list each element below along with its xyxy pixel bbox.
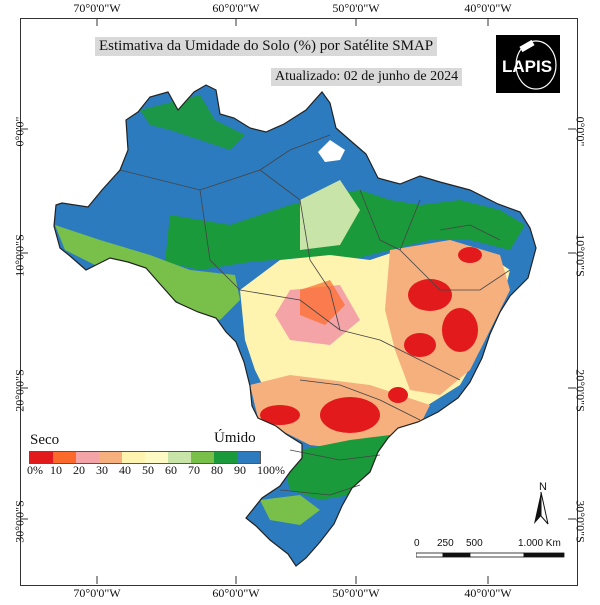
legend-swatch-0 <box>30 452 53 463</box>
lon-tick-top-60w: 60°0'0"W <box>212 1 260 15</box>
zone-lightgreen-south <box>260 495 320 525</box>
legend-swatch-5 <box>145 452 168 463</box>
lon-tick-bottom-50w: 50°0'0"W <box>332 586 380 600</box>
satellite-icon <box>515 39 557 90</box>
scale-label-250: 250 <box>437 538 454 549</box>
legend-wet-label: Úmido <box>214 430 256 446</box>
legend-swatch-2 <box>76 452 99 463</box>
legend-tick-5: 50 <box>142 463 154 477</box>
legend-tick-10: 100% <box>257 463 285 477</box>
legend-tick-9: 90 <box>234 463 246 477</box>
legend-swatch-8 <box>214 452 237 463</box>
zone-green-north <box>140 95 245 150</box>
legend-tick-6: 60 <box>165 463 177 477</box>
hotspot-red-1 <box>408 279 452 311</box>
scale-label-1000: 1.000 Km <box>518 538 561 549</box>
hotspot-red-7 <box>388 387 408 403</box>
hotspot-red-6 <box>458 247 482 263</box>
lon-tick-top-50w: 50°0'0"W <box>332 1 380 15</box>
updated-date: Atualizado: 02 de junho de 2024 <box>271 68 463 86</box>
north-label: N <box>539 481 547 493</box>
legend-swatch-9 <box>237 452 260 463</box>
legend-tick-1: 10 <box>50 463 62 477</box>
north-arrow-icon <box>534 491 549 525</box>
frame-ticks <box>20 18 576 584</box>
legend-tick-8: 80 <box>211 463 223 477</box>
legend-tick-0: 0% <box>27 463 43 477</box>
lon-tick-bottom-40w: 40°0'0"W <box>464 586 512 600</box>
map-title: Estimativa da Umidade do Solo (%) por Sa… <box>95 37 438 56</box>
hotspot-red-4 <box>320 397 380 433</box>
lapis-logo-text: LAPIS <box>502 57 553 76</box>
legend-swatch-1 <box>53 452 76 463</box>
legend-color-bar <box>29 451 261 464</box>
lapis-logo: LAPIS <box>496 35 560 93</box>
legend-tick-4: 40 <box>119 463 131 477</box>
state-borders <box>119 134 511 496</box>
hotspot-red-5 <box>260 405 300 425</box>
scale-label-500: 500 <box>466 538 483 549</box>
brazil-outline <box>53 84 537 567</box>
zone-orange-center <box>300 280 345 325</box>
lon-tick-bottom-60w: 60°0'0"W <box>212 586 260 600</box>
legend-dry-label: Seco <box>30 432 60 448</box>
legend-swatch-4 <box>122 452 145 463</box>
scale-bar <box>416 552 565 558</box>
legend-tick-7: 70 <box>188 463 200 477</box>
hotspot-red-3 <box>404 333 436 357</box>
legend-swatch-6 <box>168 452 191 463</box>
legend-tick-2: 20 <box>73 463 85 477</box>
lon-tick-top-70w: 70°0'0"W <box>73 1 121 15</box>
legend-tick-3: 30 <box>96 463 108 477</box>
lon-tick-top-40w: 40°0'0"W <box>464 1 512 15</box>
amazon-delta <box>318 140 345 162</box>
map-frame <box>20 18 578 586</box>
zone-light-green <box>300 180 360 250</box>
legend-swatch-7 <box>191 452 214 463</box>
legend-swatch-3 <box>99 452 122 463</box>
hotspot-red-2 <box>442 308 478 352</box>
scale-label-0: 0 <box>414 538 420 549</box>
lon-tick-bottom-70w: 70°0'0"W <box>73 586 121 600</box>
